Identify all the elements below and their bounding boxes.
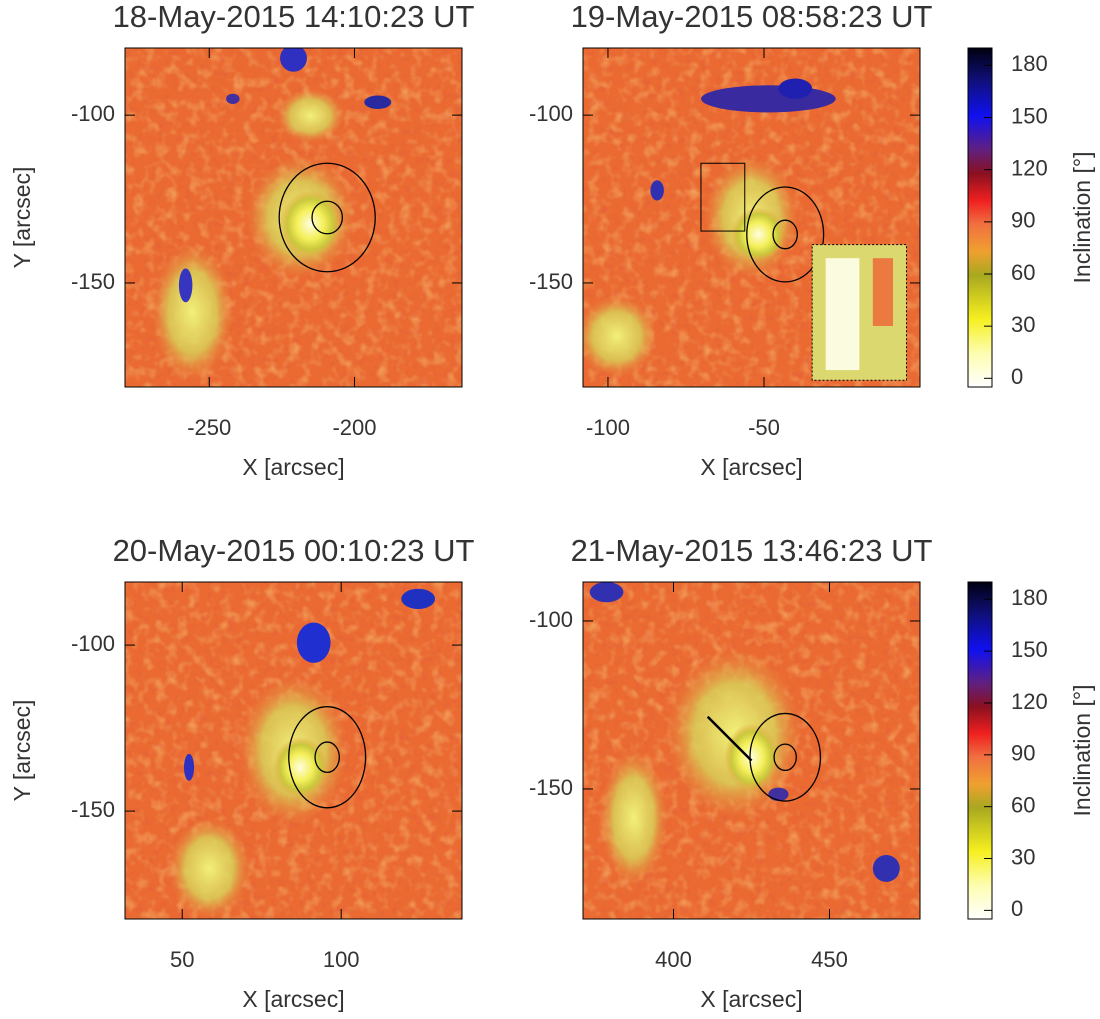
x-tick-label: -200 [332,415,376,440]
y-tick-label: -150 [529,775,573,800]
map-feature [276,88,345,143]
map-image [583,48,920,387]
contour [314,741,340,774]
y-tick-label: -100 [71,101,115,126]
plot-frame [582,47,921,388]
map-panel: 19-May-2015 08:58:23 UT -100 -50 -100 -150 X … [529,0,1095,480]
cut-line [706,715,753,762]
contour [278,162,376,273]
colorbar-tick-label: 0 [1011,896,1023,921]
colorbar-tick-label: 60 [1011,792,1035,817]
colorbar-tick-label: 120 [1011,689,1048,714]
map-feature [280,190,341,259]
panel-title: 20-May-2015 00:10:23 UT [113,533,475,568]
colorbar-label: Inclination [°] [1069,152,1095,284]
map-feature [183,753,195,781]
map-feature [151,244,233,381]
map-feature [273,737,328,798]
colorbar [967,47,993,388]
contour [772,219,798,250]
x-axis-label: X [arcsec] [242,454,344,480]
colorbar-tick-label: 150 [1011,103,1048,128]
map-panel: 18-May-2015 14:10:23 UT -250 -200 -100 -150 X… [9,0,474,480]
x-tick-label: 50 [170,947,194,972]
plot-frame [124,581,463,920]
map-image [125,582,462,919]
map-feature [178,268,193,303]
contour [746,186,825,283]
map-feature [650,180,664,201]
plot-frame [582,581,921,920]
colorbar-tick-label: 30 [1011,844,1035,869]
map-feature [583,295,658,377]
x-tick-label: -250 [187,415,231,440]
colorbar-tick-label: 120 [1011,156,1048,181]
y-tick-label: -150 [71,269,115,294]
map-feature [768,787,789,802]
colorbar [967,581,993,920]
map-panel: 21-May-2015 13:46:23 UT 400 450 -100 -150 X [… [529,533,1095,1012]
contour [288,706,367,809]
map-feature [226,93,240,104]
colorbar-tick-label: 90 [1011,741,1035,766]
x-axis-label: X [arcsec] [700,454,802,480]
y-tick-label: -100 [529,607,573,632]
contour [311,200,344,235]
x-tick-label: 450 [811,947,848,972]
colorbar-tick-label: 0 [1011,364,1023,389]
x-axis-label: X [arcsec] [242,986,344,1012]
y-axis-label: Y [arcsec] [9,700,35,802]
map-feature [280,48,307,72]
contour [773,743,797,772]
map-feature [599,750,668,886]
map-feature [731,207,786,262]
panel-title: 21-May-2015 13:46:23 UT [571,533,933,568]
map-image [125,48,462,387]
colorbar-tick-label: 90 [1011,208,1035,233]
inset-detail [872,258,894,326]
map-feature [589,582,624,603]
colorbar-tick-label: 180 [1011,585,1048,610]
colorbar-tick-label: 180 [1011,51,1048,76]
map-feature [401,588,436,609]
y-tick-label: -100 [529,101,573,126]
plot-frame [124,47,463,388]
colorbar-tick-label: 30 [1011,312,1035,337]
y-tick-label: -150 [529,269,573,294]
map-feature [724,723,779,791]
x-tick-label: -100 [586,415,630,440]
y-tick-label: -100 [71,631,115,656]
y-tick-label: -150 [71,797,115,822]
colorbar-label: Inclination [°] [1069,685,1095,817]
x-axis-label: X [arcsec] [700,986,802,1012]
map-panel: 20-May-2015 00:10:23 UT 50 100 -100 -150 X [a… [9,533,474,1012]
map-feature [872,854,900,882]
contour [749,712,822,802]
panel-title: 18-May-2015 14:10:23 UT [113,0,475,34]
map-feature [296,622,331,663]
zoom-box [700,162,746,232]
x-tick-label: -50 [748,415,780,440]
inset-detail [825,258,860,371]
x-tick-label: 400 [655,947,692,972]
colorbar-tick-label: 150 [1011,637,1048,662]
x-tick-label: 100 [323,947,360,972]
y-axis-label: Y [arcsec] [9,167,35,269]
panel-title: 19-May-2015 08:58:23 UT [571,0,933,34]
map-feature [778,78,813,99]
map-feature [364,95,392,110]
colorbar-tick-label: 60 [1011,260,1035,285]
map-feature [168,817,250,919]
map-feature [700,85,836,113]
map-image [583,582,920,919]
